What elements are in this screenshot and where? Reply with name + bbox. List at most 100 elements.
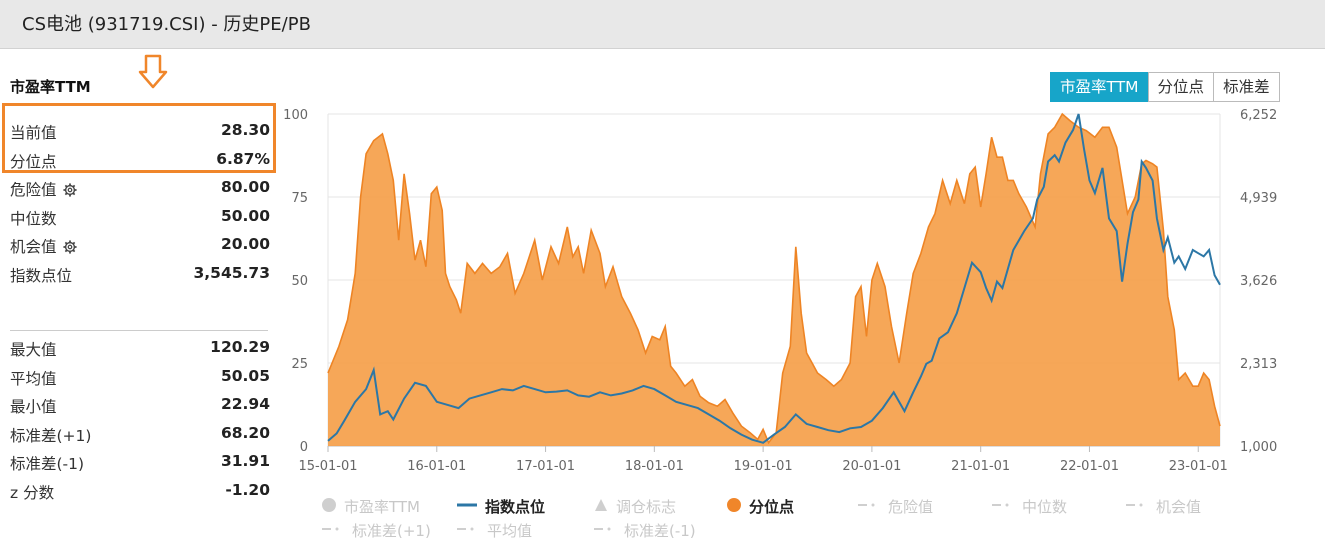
legend-item[interactable]: 标准差(+1)	[322, 520, 431, 541]
down-arrow-icon	[138, 54, 168, 89]
legend-item[interactable]: 分位点	[727, 496, 794, 517]
stat-label: 分位点	[10, 152, 57, 171]
legend-symbol-icon	[322, 497, 336, 516]
legend-item[interactable]: 标准差(-1)	[594, 520, 696, 541]
stat-value: 22.94	[220, 395, 270, 413]
gear-icon[interactable]	[57, 181, 77, 199]
summary-stats: 最大值 120.29 平均值 50.05 最小值 22.94 标准差(+1) 68.20 标准差…	[10, 334, 270, 505]
y-left-tick-label: 0	[300, 440, 308, 455]
legend-label: 标准差(+1)	[352, 522, 431, 540]
stat-label: 最小值	[10, 398, 57, 416]
legend-symbol-icon	[457, 498, 477, 516]
stat-row-summary-0: 最大值 120.29	[10, 334, 270, 363]
stat-row-summary-5: z 分数 -1.20	[10, 477, 270, 506]
x-tick-label: 18-01-01	[625, 459, 684, 474]
gear-icon[interactable]	[57, 238, 77, 256]
stat-label: 最大值	[10, 341, 57, 359]
current-stats: 当前值 28.30 分位点 6.87% 危险值 80.00 中位数 50.00 机会值 20.00…	[10, 117, 270, 288]
title-bar: CS电池 (931719.CSI) - 历史PE/PB	[0, 0, 1325, 49]
legend-symbol-icon	[992, 498, 1014, 516]
legend-symbol-icon	[727, 497, 741, 516]
stat-value: 28.30	[220, 121, 270, 139]
x-tick-label: 21-01-01	[951, 459, 1010, 474]
legend-symbol-icon	[1126, 498, 1148, 516]
x-tick-label: 19-01-01	[734, 459, 793, 474]
x-tick-label: 20-01-01	[842, 459, 901, 474]
y-left-tick-label: 100	[283, 108, 308, 123]
stat-value: 68.20	[220, 423, 270, 442]
page-title: CS电池 (931719.CSI) - 历史PE/PB	[22, 14, 311, 35]
legend-symbol-icon	[322, 522, 344, 540]
stat-label: 机会值	[10, 235, 77, 257]
y-left-tick-label: 50	[291, 274, 308, 289]
legend-item[interactable]: 平均值	[457, 520, 532, 541]
legend-item[interactable]: 机会值	[1126, 496, 1201, 517]
stat-row-current-1: 分位点 6.87%	[10, 146, 270, 175]
stat-row-threshold-3: 指数点位 3,545.73	[10, 260, 270, 289]
stat-row-summary-2: 最小值 22.94	[10, 391, 270, 420]
x-tick-label: 15-01-01	[298, 459, 357, 474]
legend-item[interactable]: 市盈率TTM	[322, 496, 420, 517]
legend-item[interactable]: 调仓标志	[594, 496, 676, 517]
highlight-box	[2, 103, 276, 173]
stat-label: z 分数	[10, 483, 55, 502]
stat-value: -1.20	[225, 480, 270, 499]
stat-value: 50.05	[220, 366, 270, 385]
legend-item[interactable]: 指数点位	[457, 496, 545, 517]
stat-label: 指数点位	[10, 266, 73, 285]
y-left-tick-label: 25	[291, 357, 308, 372]
metric-title: 市盈率TTM	[10, 78, 91, 96]
stat-row-summary-4: 标准差(-1) 31.91	[10, 448, 270, 477]
view-tabs: 市盈率TTM 分位点 标准差	[1050, 72, 1280, 102]
stat-row-threshold-0: 危险值 80.00	[10, 174, 270, 203]
x-tick-label: 17-01-01	[516, 459, 575, 474]
percentile-line	[327, 112, 1221, 445]
legend-label: 调仓标志	[616, 498, 677, 516]
legend-label: 机会值	[1156, 498, 1202, 516]
stat-label: 平均值	[10, 369, 57, 388]
y-right-tick-label: 1,000	[1240, 440, 1277, 455]
legend-symbol-icon	[594, 522, 616, 540]
stat-label: 标准差(-1)	[10, 455, 85, 473]
stat-label: 当前值	[10, 124, 57, 142]
x-tick-label: 22-01-01	[1060, 459, 1119, 474]
tab-2[interactable]: 标准差	[1213, 72, 1280, 102]
stat-row-current-0: 当前值 28.30	[10, 117, 270, 146]
index-level-line	[327, 113, 1221, 444]
legend-label: 平均值	[487, 522, 533, 540]
percentile-area	[328, 114, 1220, 446]
legend-label: 市盈率TTM	[344, 498, 421, 516]
y-right-tick-label: 4,939	[1240, 191, 1277, 206]
stat-value: 80.00	[220, 178, 270, 196]
stat-value: 3,545.73	[193, 263, 271, 282]
stats-divider	[10, 330, 268, 331]
tab-0[interactable]: 市盈率TTM	[1050, 72, 1149, 102]
legend-label: 指数点位	[485, 498, 546, 516]
y-right-tick-label: 2,313	[1240, 357, 1277, 372]
y-left-tick-label: 75	[291, 191, 308, 206]
stat-value: 6.87%	[216, 149, 270, 168]
x-tick-label: 16-01-01	[407, 459, 466, 474]
stat-label: 危险值	[10, 178, 77, 200]
stat-label: 标准差(+1)	[10, 426, 92, 445]
legend-symbol-icon	[594, 498, 608, 516]
legend-label: 标准差(-1)	[624, 522, 696, 540]
legend-symbol-icon	[457, 522, 479, 540]
legend-label: 分位点	[749, 498, 795, 516]
legend-item[interactable]: 中位数	[992, 496, 1067, 517]
stat-row-threshold-2: 机会值 20.00	[10, 231, 270, 260]
stat-value: 50.00	[220, 206, 270, 225]
stat-value: 120.29	[210, 338, 270, 356]
stat-label: 中位数	[10, 209, 57, 228]
y-right-tick-label: 3,626	[1240, 274, 1277, 289]
legend-symbol-icon	[858, 498, 880, 516]
legend-label: 中位数	[1022, 498, 1068, 516]
tab-1[interactable]: 分位点	[1147, 72, 1215, 102]
legend-item[interactable]: 危险值	[858, 496, 933, 517]
x-tick-label: 23-01-01	[1169, 459, 1228, 474]
y-right-tick-label: 6,252	[1240, 108, 1277, 123]
pe-history-chart: 0 25 50 75 100 1,000 2,313 3,626 4,939 6,252 15-01…	[283, 108, 1277, 474]
stat-value: 20.00	[220, 235, 270, 253]
stat-row-threshold-1: 中位数 50.00	[10, 203, 270, 232]
stat-row-summary-3: 标准差(+1) 68.20	[10, 420, 270, 449]
